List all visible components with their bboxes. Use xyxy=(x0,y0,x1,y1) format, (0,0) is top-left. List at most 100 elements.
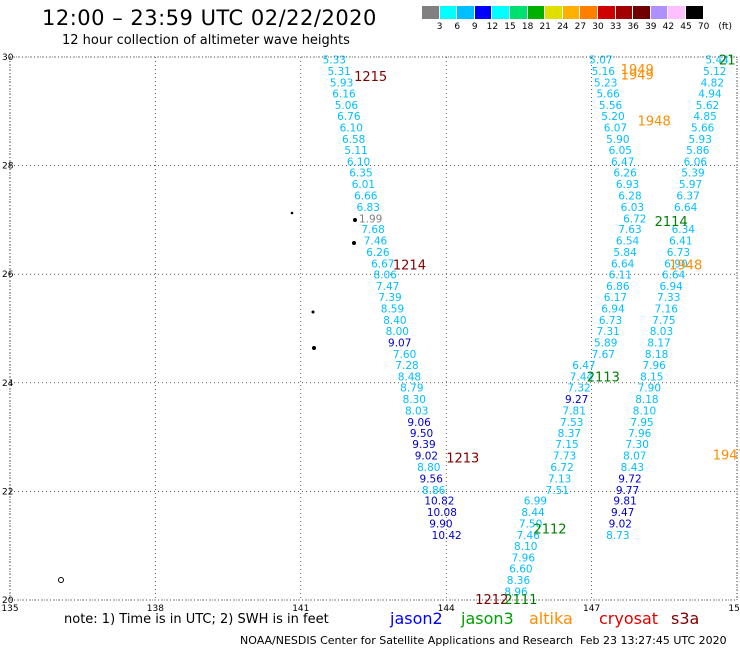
longitude-tick-label: 144 xyxy=(438,604,455,614)
wave-height-value: 8.43 xyxy=(621,462,644,474)
wave-height-value: 8.40 xyxy=(383,315,406,327)
wave-height-value: 7.32 xyxy=(567,383,590,395)
wave-height-value: 6.26 xyxy=(613,168,637,180)
wave-height-value: 7.96 xyxy=(512,553,536,565)
pass-label: 2114 xyxy=(655,215,688,230)
colorbar-swatch xyxy=(474,6,493,19)
wave-height-value: 8.48 xyxy=(398,371,421,383)
colorbar-tick-label: 24 xyxy=(557,22,569,32)
wave-height-value: 6.34 xyxy=(672,224,696,236)
map-frame xyxy=(9,56,738,601)
wave-height-value: 5.89 xyxy=(594,338,617,350)
colorbar-tick-label: 39 xyxy=(645,22,657,32)
colorbar-tick-label: 9 xyxy=(471,22,478,32)
colorbar-tick-label: (ft) xyxy=(718,22,732,32)
wave-height-value: 8.03 xyxy=(650,326,673,338)
wave-height-value: 6.35 xyxy=(349,168,372,180)
colorbar-tick-label: 30 xyxy=(592,22,604,32)
wave-height-value: 8.07 xyxy=(623,451,646,463)
wave-height-value: 8.80 xyxy=(417,462,440,474)
wave-height-value: 6.94 xyxy=(601,303,625,315)
wave-height-value: 5.66 xyxy=(596,88,620,100)
wave-height-value: 7.53 xyxy=(560,417,583,429)
wave-height-value: 6.90 xyxy=(664,258,687,270)
wave-height-value: 7.90 xyxy=(638,383,661,395)
colorbar-swatch xyxy=(492,6,510,19)
wave-height-value: 8.44 xyxy=(521,507,545,519)
colorbar-swatch xyxy=(509,6,528,19)
longitude-tick-label: 147 xyxy=(583,604,600,614)
wave-height-value: 6.99 xyxy=(524,496,547,508)
colorbar-swatch xyxy=(597,6,616,19)
pass-label: 1949 xyxy=(621,63,654,78)
wave-height-value: 6.41 xyxy=(669,236,692,248)
wave-height-value: 5.39 xyxy=(681,168,704,180)
wave-height-value: 10.82 xyxy=(424,496,454,508)
wave-height-value: 8.18 xyxy=(635,394,658,406)
wave-height-value: 7.63 xyxy=(618,224,641,236)
wave-height-value: 7.96 xyxy=(642,360,666,372)
wave-height-value: 9.56 xyxy=(420,473,444,485)
wave-height-value: 6.58 xyxy=(342,134,365,146)
wave-height-value: 9.02 xyxy=(609,518,632,530)
colorbar-swatch xyxy=(439,6,458,19)
colorbar-tick-label: 21 xyxy=(539,22,551,32)
wave-height-value: 7.31 xyxy=(596,326,619,338)
wave-height-value: 1.99 xyxy=(359,213,382,225)
wave-height-value: 6.03 xyxy=(621,202,644,214)
wave-height-value: 6.11 xyxy=(609,270,632,282)
wave-height-value: 7.96 xyxy=(628,428,652,440)
legend-jason3: jason3 xyxy=(461,609,514,628)
legend-jason2: jason2 xyxy=(390,609,443,628)
colorbar-tick-label: 15 xyxy=(504,22,516,32)
latitude-tick-label: 20 xyxy=(2,596,14,606)
wave-height-value: 6.67 xyxy=(371,258,394,270)
colorbar-tick-label: 3 xyxy=(436,22,443,32)
longitude-tick-label: 138 xyxy=(147,604,164,614)
legend-s3a: s3a xyxy=(671,609,700,628)
wave-height-value: 6.10 xyxy=(347,156,370,168)
wave-height-value: 9.77 xyxy=(616,485,639,497)
pass-label: 1214 xyxy=(393,258,426,273)
wave-height-value: 8.79 xyxy=(400,383,423,395)
wave-height-value: 9.06 xyxy=(407,417,431,429)
wave-height-colorbar xyxy=(422,6,704,19)
wave-height-value: 7.60 xyxy=(393,349,416,361)
wave-height-value: 5.20 xyxy=(601,111,624,123)
pass-label: 21 xyxy=(719,54,736,69)
colorbar-tick-label: 36 xyxy=(627,22,639,32)
wave-height-value: 6.86 xyxy=(606,281,630,293)
wave-height-value: 7.30 xyxy=(626,439,649,451)
wave-height-value: 5.62 xyxy=(696,100,719,112)
wave-height-value: 6.73 xyxy=(599,315,622,327)
wave-height-value: 9.72 xyxy=(618,473,641,485)
wave-height-value: 5.93 xyxy=(689,134,712,146)
colorbar-swatch xyxy=(650,6,669,19)
colorbar-swatch xyxy=(580,6,598,19)
pass-label: 1215 xyxy=(354,70,387,85)
wave-height-value: 4.94 xyxy=(698,88,722,100)
wave-height-value: 9.81 xyxy=(613,496,636,508)
wave-height-value: 7.13 xyxy=(548,473,571,485)
wave-height-value: 8.15 xyxy=(640,371,663,383)
island xyxy=(353,218,357,222)
wave-height-value: 9.90 xyxy=(429,518,452,530)
wave-height-value: 6.28 xyxy=(618,190,641,202)
wave-height-value: 4.82 xyxy=(701,78,724,90)
map-subtitle: 12 hour collection of altimeter wave hei… xyxy=(62,33,350,48)
wave-height-value: 5.06 xyxy=(335,100,359,112)
wave-height-value: 6.94 xyxy=(659,281,683,293)
wave-height-value: 8.06 xyxy=(374,270,398,282)
wave-height-value: 9.02 xyxy=(415,451,438,463)
wave-height-value: 5.84 xyxy=(613,247,637,259)
colorbar-tick-label: 33 xyxy=(609,22,622,32)
wave-height-value: 6.64 xyxy=(674,202,698,214)
wave-height-value: 9.27 xyxy=(565,394,588,406)
latitude-tick-label: 30 xyxy=(2,53,14,63)
colorbar-tick-label: 6 xyxy=(454,22,461,32)
axis-labels: 135 138 141 144 147 150 30 28 26 24 22 20 xyxy=(1,53,740,614)
wave-height-value: 8.17 xyxy=(647,338,670,350)
colorbar-tick-label: 27 xyxy=(574,22,587,32)
legend-cryosat: cryosat xyxy=(599,609,659,628)
